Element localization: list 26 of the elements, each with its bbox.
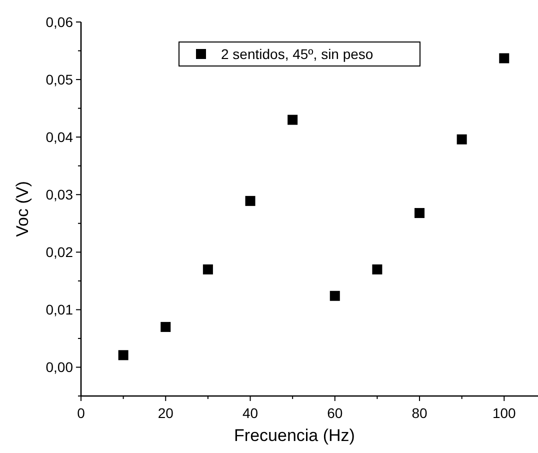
y-tick-label: 0,05 bbox=[46, 72, 74, 88]
point bbox=[202, 264, 213, 274]
x-tick-label: 20 bbox=[158, 405, 174, 421]
point bbox=[499, 53, 510, 64]
y-tick-label: 0,02 bbox=[46, 244, 74, 260]
point bbox=[160, 322, 171, 332]
x-tick-label: 40 bbox=[242, 405, 258, 421]
y-tick-label: 0,00 bbox=[46, 359, 74, 376]
y-tick-label: 0,04 bbox=[46, 129, 74, 146]
point bbox=[330, 290, 340, 301]
x-tick-label: 80 bbox=[412, 405, 428, 421]
point bbox=[456, 134, 467, 144]
y-tick-label: 0,06 bbox=[46, 14, 74, 30]
y-tick-label: 0,03 bbox=[46, 186, 74, 203]
y-axis-title: Voc (V) bbox=[13, 181, 32, 237]
x-tick-label: 0 bbox=[77, 405, 86, 421]
point bbox=[118, 350, 128, 360]
point bbox=[414, 208, 425, 218]
y-tick-label: 0,01 bbox=[46, 302, 74, 318]
point bbox=[372, 264, 382, 274]
x-axis-title: Frecuencia (Hz) bbox=[234, 426, 355, 445]
x-tick-label: 60 bbox=[327, 405, 343, 421]
point bbox=[288, 114, 298, 125]
x-tick-label: 100 bbox=[492, 405, 516, 421]
point bbox=[245, 196, 256, 206]
legend-label: 2 sentidos, 45º, sin peso bbox=[221, 46, 374, 62]
